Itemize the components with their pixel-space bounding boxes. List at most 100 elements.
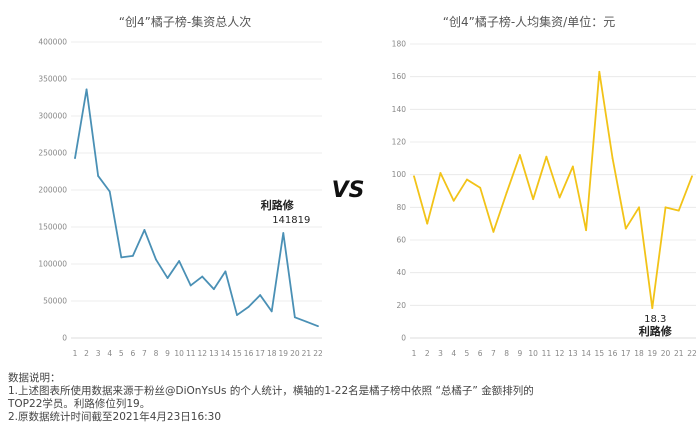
data-point — [611, 157, 614, 160]
x-tick-label: 2 — [425, 349, 430, 358]
x-tick-label: 10 — [528, 349, 538, 358]
x-tick-label: 4 — [107, 349, 112, 358]
x-tick-label: 14 — [221, 349, 231, 358]
left-line-chart: 0 50000 100000 150000 200000 250000 300000 3500… — [38, 38, 323, 359]
y-tick-label: 50000 — [43, 297, 67, 306]
notes-line-3: 2.原数据统计时间截至2021年4月23日16:30 — [8, 411, 222, 423]
y-tick-label: 120 — [392, 138, 407, 147]
data-point — [532, 198, 535, 201]
y-tick-label: 40 — [396, 268, 406, 277]
data-point — [166, 277, 169, 279]
y-tick-label: 350000 — [38, 75, 67, 84]
right-chart-title: “创4”橘子榜-人均集资/单位：元 — [443, 14, 615, 29]
x-tick-label: 11 — [542, 349, 552, 358]
y-tick-label: 100 — [392, 170, 407, 179]
data-point — [212, 288, 215, 291]
data-point — [624, 227, 627, 230]
data-point — [651, 307, 654, 310]
data-point — [120, 256, 123, 259]
x-tick-label: 6 — [130, 349, 135, 358]
data-point — [519, 154, 521, 156]
x-tick-label: 22 — [313, 349, 323, 358]
x-tick-label: 13 — [209, 349, 219, 358]
data-point — [85, 88, 88, 91]
x-tick-label: 8 — [154, 349, 159, 358]
data-point — [201, 275, 204, 278]
y-tick-label: 140 — [392, 105, 407, 114]
y-tick-label: 20 — [396, 301, 406, 310]
series-line — [74, 88, 319, 328]
y-tick-label: 80 — [396, 203, 406, 212]
x-tick-label: 17 — [621, 349, 631, 358]
data-point — [439, 172, 442, 174]
y-tick-label: 0 — [401, 334, 406, 343]
x-tick-label: 19 — [279, 349, 289, 358]
y-tick-label: 150000 — [38, 223, 67, 232]
data-point — [492, 230, 495, 233]
data-point — [293, 316, 296, 319]
x-tick-label: 19 — [648, 349, 658, 358]
x-tick-label: 5 — [465, 349, 470, 358]
data-point — [691, 175, 693, 178]
x-tick-label: 21 — [674, 349, 684, 358]
x-tick-label: 5 — [119, 349, 124, 358]
x-tick-label: 16 — [244, 349, 254, 358]
data-point — [426, 222, 429, 225]
x-tick-label: 15 — [232, 349, 242, 358]
data-point — [317, 325, 319, 328]
data-point — [466, 178, 468, 181]
data-point — [74, 157, 76, 160]
data-point — [664, 206, 667, 209]
data-point — [108, 190, 111, 193]
x-tick-label: 21 — [302, 349, 312, 358]
y-tick-label: 60 — [396, 236, 406, 245]
annotation-value: 18.3 — [644, 314, 666, 325]
data-point — [452, 199, 455, 202]
x-tick-label: 9 — [165, 349, 170, 358]
y-tick-label: 250000 — [38, 149, 67, 158]
data-point — [143, 229, 146, 231]
data-point — [558, 196, 561, 199]
y-tick-label: 300000 — [38, 112, 67, 121]
data-point — [236, 314, 238, 316]
data-point — [413, 175, 415, 178]
y-tick-label: 180 — [392, 40, 407, 49]
x-tick-label: 3 — [438, 349, 443, 358]
x-tick-label: 4 — [451, 349, 456, 358]
x-tick-label: 12 — [198, 349, 208, 358]
data-point — [282, 232, 285, 234]
data-point — [545, 155, 548, 158]
x-tick-label: 1 — [73, 349, 78, 358]
x-tick-label: 13 — [568, 349, 578, 358]
x-tick-label: 20 — [290, 349, 300, 358]
x-tick-label: 7 — [142, 349, 147, 358]
annotation-name: 利路修 — [261, 198, 295, 212]
y-tick-label: 100000 — [38, 260, 67, 269]
data-point — [677, 209, 680, 212]
data-point — [505, 191, 508, 194]
x-tick-label: 18 — [634, 349, 644, 358]
y-tick-label: 0 — [62, 334, 67, 343]
y-tick-label: 160 — [392, 72, 407, 81]
x-tick-label: 2 — [84, 349, 89, 358]
data-point — [247, 306, 250, 308]
data-point — [571, 165, 574, 168]
data-notes: 数据说明： 1.上述图表所使用数据来源于粉丝@DiOnYsUs 的个人统计，横轴… — [8, 372, 698, 424]
x-tick-label: 20 — [661, 349, 671, 358]
data-point — [585, 229, 587, 232]
y-tick-label: 200000 — [38, 186, 67, 195]
x-tick-label: 9 — [518, 349, 523, 358]
notes-line-1: 1.上述图表所使用数据来源于粉丝@DiOnYsUs 的个人统计，横轴的1-22名… — [8, 385, 534, 397]
x-tick-label: 11 — [186, 349, 196, 358]
x-tick-label: 1 — [412, 349, 417, 358]
notes-line-2: TOP22学员。利路修位列19。 — [8, 398, 151, 410]
vs-label: VS — [332, 178, 365, 203]
data-point — [638, 206, 640, 209]
x-tick-label: 14 — [581, 349, 591, 358]
x-tick-label: 16 — [608, 349, 618, 358]
data-point — [270, 310, 273, 313]
x-tick-label: 18 — [267, 349, 277, 358]
left-chart-title: “创4”橘子榜-集资总人次 — [119, 14, 251, 29]
